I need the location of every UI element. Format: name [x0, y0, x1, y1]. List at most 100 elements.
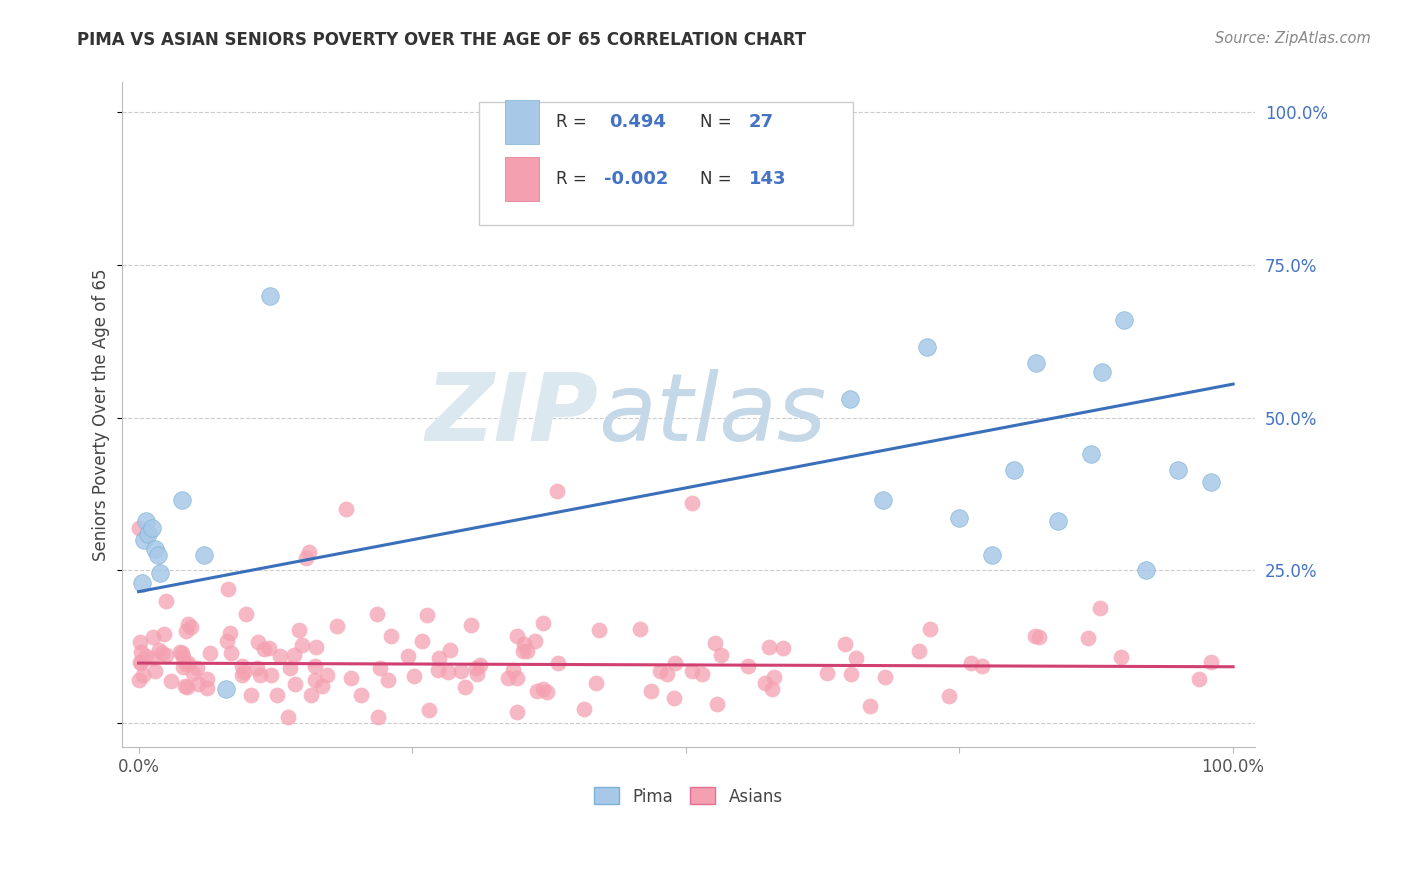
Point: [155, 648, 177, 663]
Point: [132, 668, 155, 682]
Point: [754, 676, 776, 690]
Point: [758, 640, 780, 655]
Point: [266, 688, 288, 702]
Point: [150, 646, 173, 660]
Point: [470, 658, 492, 673]
Point: [706, 698, 728, 712]
Point: [141, 631, 163, 645]
Point: [439, 642, 461, 657]
Point: [128, 520, 150, 534]
Point: [278, 660, 301, 674]
Point: [198, 646, 221, 660]
Point: [249, 668, 271, 682]
Point: [143, 541, 166, 556]
Point: [427, 663, 450, 677]
Point: [585, 676, 607, 690]
Point: [681, 496, 703, 510]
Point: [172, 493, 194, 508]
Point: [155, 594, 177, 608]
Point: [377, 673, 399, 687]
Point: [187, 677, 209, 691]
Point: [231, 659, 253, 673]
Point: [737, 659, 759, 673]
Point: [1112, 313, 1135, 327]
Point: [761, 681, 783, 696]
Point: [380, 629, 402, 643]
Point: [531, 615, 554, 630]
Point: [177, 656, 200, 670]
Point: [186, 661, 208, 675]
Point: [948, 511, 970, 525]
Point: [875, 670, 897, 684]
Point: [1080, 447, 1102, 461]
Point: [512, 644, 534, 658]
Point: [257, 641, 280, 656]
Point: [523, 634, 546, 648]
Point: [195, 681, 218, 696]
Point: [454, 680, 477, 694]
Point: [366, 607, 388, 622]
Point: [1167, 462, 1189, 476]
Point: [502, 664, 524, 678]
Point: [1046, 515, 1069, 529]
Point: [506, 671, 529, 685]
Point: [416, 607, 439, 622]
Point: [1091, 365, 1114, 379]
Bar: [505, 101, 538, 144]
Point: [418, 703, 440, 717]
Point: [1025, 356, 1047, 370]
Point: [531, 681, 554, 696]
Point: [129, 635, 152, 649]
Point: [1188, 673, 1211, 687]
Text: atlas: atlas: [598, 369, 827, 460]
Point: [368, 661, 391, 675]
Point: [516, 644, 538, 658]
Point: [681, 665, 703, 679]
Point: [277, 710, 299, 724]
Legend: Pima, Asians: Pima, Asians: [588, 780, 789, 813]
Point: [295, 551, 318, 566]
Point: [326, 618, 349, 632]
Point: [404, 669, 426, 683]
Point: [181, 665, 204, 680]
Point: [219, 646, 242, 660]
Point: [465, 666, 488, 681]
Text: PIMA VS ASIAN SENIORS POVERTY OVER THE AGE OF 65 CORRELATION CHART: PIMA VS ASIAN SENIORS POVERTY OVER THE A…: [77, 31, 807, 49]
Point: [148, 548, 170, 562]
Point: [231, 668, 253, 682]
Point: [260, 667, 283, 681]
Point: [135, 515, 157, 529]
Point: [845, 651, 868, 665]
Point: [411, 634, 433, 648]
Point: [174, 624, 197, 638]
Point: [918, 622, 941, 636]
Point: [193, 548, 215, 562]
Point: [240, 689, 263, 703]
Point: [129, 645, 152, 659]
Text: N =: N =: [700, 170, 731, 188]
Point: [177, 617, 200, 632]
Point: [572, 702, 595, 716]
Point: [215, 682, 238, 697]
Bar: [505, 157, 538, 201]
Point: [304, 659, 326, 673]
Point: [1088, 600, 1111, 615]
Point: [536, 685, 558, 699]
Point: [648, 664, 671, 678]
Point: [235, 607, 257, 621]
Point: [450, 664, 472, 678]
Text: 27: 27: [748, 113, 773, 131]
Point: [464, 660, 486, 674]
Point: [218, 625, 240, 640]
Point: [153, 627, 176, 641]
Point: [246, 661, 269, 675]
Point: [1109, 649, 1132, 664]
Point: [145, 665, 167, 679]
Point: [858, 699, 880, 714]
Point: [298, 545, 321, 559]
Point: [176, 657, 198, 672]
Point: [872, 493, 894, 508]
Point: [588, 623, 610, 637]
Point: [640, 683, 662, 698]
Point: [526, 683, 548, 698]
